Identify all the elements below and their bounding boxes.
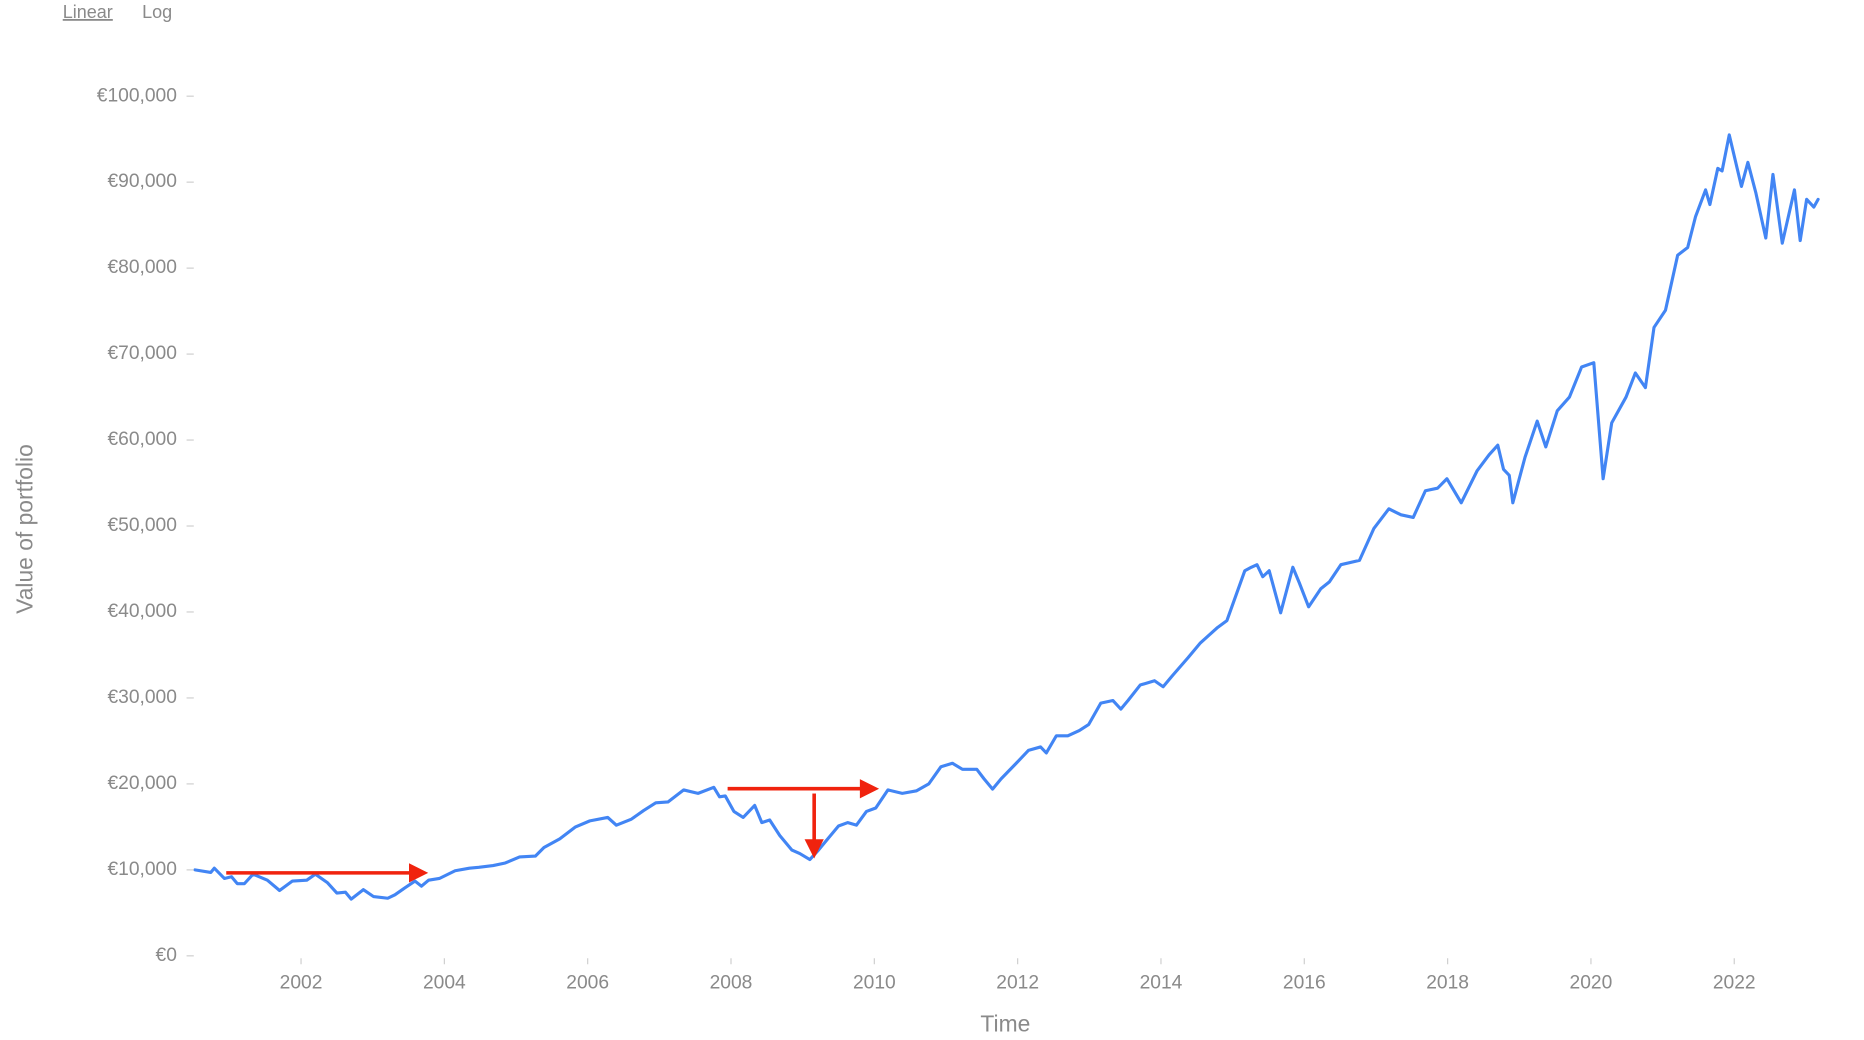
- x-tick-label: 2022: [1713, 973, 1756, 994]
- y-tick-label: €30,000: [107, 687, 176, 708]
- y-tick-label: €80,000: [107, 257, 176, 278]
- y-tick-label: €60,000: [107, 429, 176, 450]
- y-tick-label: €20,000: [107, 773, 176, 794]
- x-axis-title: Time: [980, 1011, 1030, 1037]
- y-tick-label: €90,000: [107, 171, 176, 192]
- scale-toggle-linear[interactable]: Linear: [63, 2, 113, 22]
- arrow-head: [408, 863, 429, 883]
- y-tick-label: €40,000: [107, 601, 176, 622]
- data-line: [193, 133, 1820, 901]
- x-tick-label: 2020: [1570, 973, 1613, 994]
- y-tick-label: €50,000: [107, 515, 176, 536]
- x-tick-label: 2008: [710, 973, 753, 994]
- x-tick-label: 2012: [996, 973, 1039, 994]
- x-tick-label: 2006: [566, 973, 609, 994]
- y-axis-title: Value of portfolio: [12, 444, 38, 614]
- y-tick-label: €10,000: [107, 859, 176, 880]
- annotations: [226, 779, 880, 883]
- scale-toggle-log[interactable]: Log: [142, 2, 172, 22]
- x-tick-label: 2016: [1283, 973, 1326, 994]
- y-tick-label: €0: [156, 945, 177, 966]
- x-tick-label: 2002: [280, 973, 323, 994]
- x-tick-label: 2010: [853, 973, 896, 994]
- x-tick-label: 2014: [1140, 973, 1183, 994]
- arrow-head: [859, 779, 880, 799]
- y-tick-label: €70,000: [107, 343, 176, 364]
- x-tick-label: 2004: [423, 973, 466, 994]
- y-tick-label: €100,000: [97, 85, 177, 106]
- x-tick-label: 2018: [1426, 973, 1469, 994]
- arrow-head: [804, 839, 824, 859]
